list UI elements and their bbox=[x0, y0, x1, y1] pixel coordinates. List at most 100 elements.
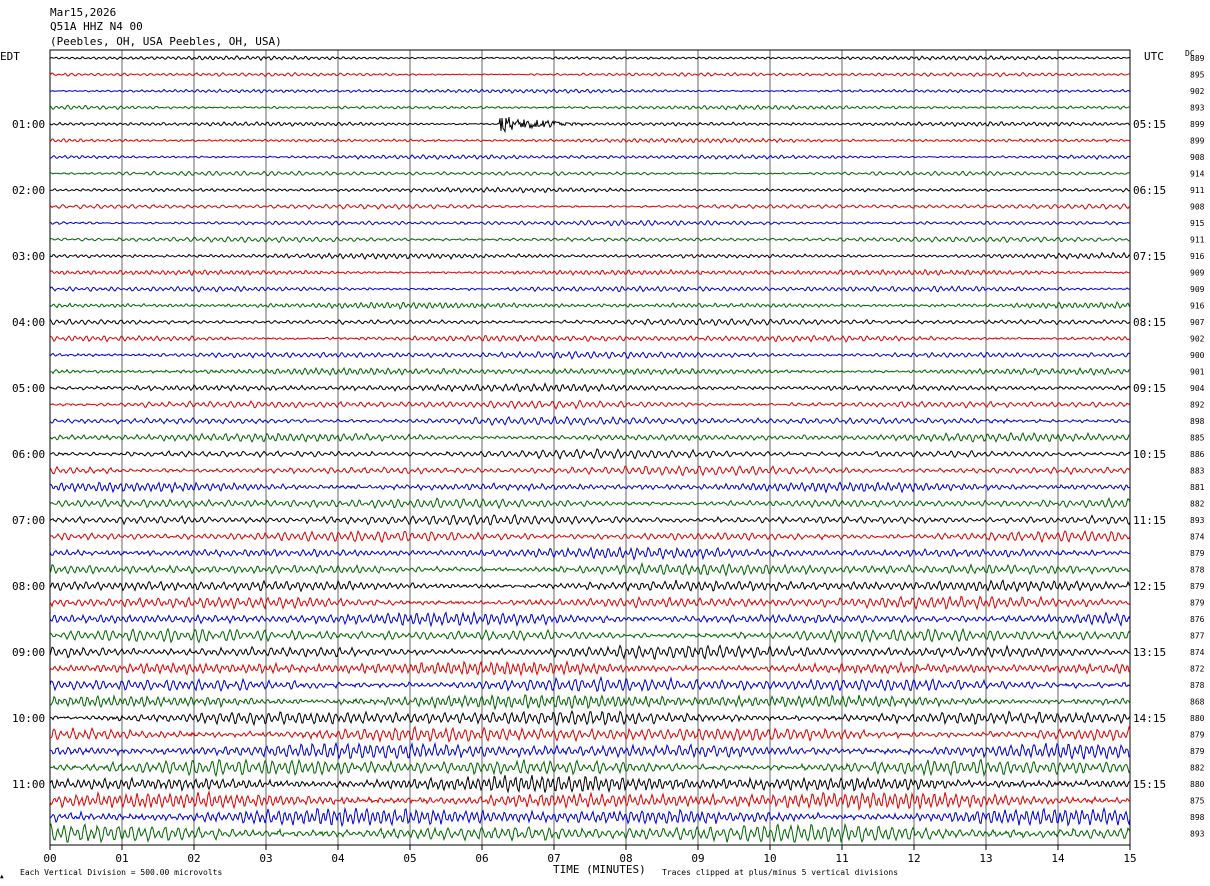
dc-offset: 893 bbox=[1190, 104, 1205, 113]
x-tick-label: 01 bbox=[115, 852, 128, 865]
dc-offset: 898 bbox=[1190, 417, 1205, 426]
dc-offset: 901 bbox=[1190, 368, 1205, 377]
utc-time-label: 06:15 bbox=[1133, 184, 1166, 197]
dc-offset: 874 bbox=[1190, 648, 1205, 657]
dc-offset: 899 bbox=[1190, 137, 1205, 146]
dc-offset: 916 bbox=[1190, 252, 1205, 261]
edt-time-label: 10:00 bbox=[12, 712, 45, 725]
trace-line bbox=[49, 758, 1131, 778]
dc-offset: 914 bbox=[1190, 170, 1205, 179]
trace-line bbox=[49, 774, 1131, 794]
trace-line bbox=[49, 104, 1131, 111]
dc-offset: 875 bbox=[1190, 797, 1205, 806]
edt-time-label: 08:00 bbox=[12, 580, 45, 593]
trace-line bbox=[49, 399, 1131, 410]
x-tick-label: 02 bbox=[187, 852, 200, 865]
trace-line bbox=[49, 627, 1131, 644]
trace-line bbox=[49, 660, 1131, 677]
dc-offset: 883 bbox=[1190, 467, 1205, 476]
trace-line bbox=[49, 481, 1131, 494]
x-tick-label: 13 bbox=[979, 852, 992, 865]
trace-line bbox=[49, 693, 1131, 711]
trace-line bbox=[49, 55, 1131, 62]
utc-time-label: 05:15 bbox=[1133, 118, 1166, 131]
trace-line bbox=[49, 285, 1131, 293]
edt-label: EDT bbox=[0, 50, 20, 63]
trace-line bbox=[49, 561, 1131, 577]
dc-offset: 909 bbox=[1190, 269, 1205, 278]
trace-line bbox=[49, 790, 1131, 811]
trace-line bbox=[49, 806, 1131, 828]
x-tick-label: 11 bbox=[835, 852, 848, 865]
utc-time-label: 15:15 bbox=[1133, 778, 1166, 791]
trace-line bbox=[49, 465, 1131, 477]
trace-line bbox=[49, 268, 1131, 276]
x-tick-label: 00 bbox=[43, 852, 56, 865]
dc-offset: 874 bbox=[1190, 533, 1205, 542]
trace-line bbox=[49, 318, 1131, 326]
dc-offset: 880 bbox=[1190, 780, 1205, 789]
trace-line bbox=[49, 251, 1131, 260]
dc-offset: 868 bbox=[1190, 698, 1205, 707]
dc-offset: 898 bbox=[1190, 813, 1205, 822]
utc-time-label: 07:15 bbox=[1133, 250, 1166, 263]
trace-line bbox=[49, 71, 1131, 78]
trace-line bbox=[49, 350, 1131, 360]
x-axis-label: TIME (MINUTES) bbox=[553, 863, 646, 876]
trace-line bbox=[49, 546, 1131, 561]
x-tick-label: 06 bbox=[475, 852, 488, 865]
dc-offset: 879 bbox=[1190, 731, 1205, 740]
trace-line bbox=[49, 334, 1131, 343]
footer-clipping-note: Traces clipped at plus/minus 5 vertical … bbox=[662, 868, 898, 877]
dc-offset: 900 bbox=[1190, 351, 1205, 360]
utc-time-label: 10:15 bbox=[1133, 448, 1166, 461]
dc-offset-labels: 889 895 902 893 899 899 908 914 911 908 915 911 916 9… bbox=[1190, 54, 1205, 839]
edt-time-label: 09:00 bbox=[12, 646, 45, 659]
utc-time-label: 14:15 bbox=[1133, 712, 1166, 725]
utc-time-label: 09:15 bbox=[1133, 382, 1166, 395]
header-location: (Peebles, OH, USA Peebles, OH, USA) bbox=[50, 35, 282, 48]
trace-line bbox=[49, 137, 1131, 144]
minute-gridlines bbox=[121, 50, 1059, 845]
x-tick-label: 12 bbox=[907, 852, 920, 865]
dc-offset: 892 bbox=[1190, 401, 1205, 410]
trace-line bbox=[49, 186, 1131, 194]
trace-line bbox=[49, 154, 1131, 161]
dc-label: DC bbox=[1185, 49, 1195, 58]
utc-label: UTC bbox=[1144, 50, 1164, 63]
dc-offset: 916 bbox=[1190, 302, 1205, 311]
utc-time-label: 12:15 bbox=[1133, 580, 1166, 593]
trace-group bbox=[49, 55, 1131, 844]
footer-mark: ▲ bbox=[0, 873, 4, 880]
dc-offset: 902 bbox=[1190, 87, 1205, 96]
trace-line bbox=[49, 415, 1131, 426]
dc-offset: 879 bbox=[1190, 549, 1205, 558]
dc-offset: 878 bbox=[1190, 681, 1205, 690]
trace-line bbox=[49, 513, 1131, 526]
dc-offset: 902 bbox=[1190, 335, 1205, 344]
dc-offset: 882 bbox=[1190, 764, 1205, 773]
edt-time-label: 07:00 bbox=[12, 514, 45, 527]
x-tick-label: 04 bbox=[331, 852, 345, 865]
trace-line bbox=[49, 496, 1131, 510]
trace-line bbox=[49, 301, 1131, 310]
plot-frame bbox=[49, 49, 1131, 846]
x-tick-label: 05 bbox=[403, 852, 416, 865]
trace-line bbox=[49, 88, 1131, 95]
header-station: Q51A HHZ N4 00 bbox=[50, 20, 143, 33]
x-tick-label: 14 bbox=[1051, 852, 1065, 865]
trace-line bbox=[49, 117, 1131, 134]
dc-offset: 889 bbox=[1190, 54, 1205, 63]
trace-line bbox=[49, 170, 1131, 177]
edt-time-label: 04:00 bbox=[12, 316, 45, 329]
dc-offset: 899 bbox=[1190, 120, 1205, 129]
dc-offset: 915 bbox=[1190, 219, 1205, 228]
right-time-labels: 05:15 06:15 07:15 08:15 09:15 10:15 11:15 12:15… bbox=[1133, 118, 1166, 791]
trace-line bbox=[49, 219, 1131, 227]
dc-offset: 876 bbox=[1190, 615, 1205, 624]
dc-offset: 908 bbox=[1190, 153, 1205, 162]
trace-line bbox=[49, 595, 1131, 611]
header-date: Mar15,2026 bbox=[50, 6, 116, 19]
dc-offset: 909 bbox=[1190, 285, 1205, 294]
